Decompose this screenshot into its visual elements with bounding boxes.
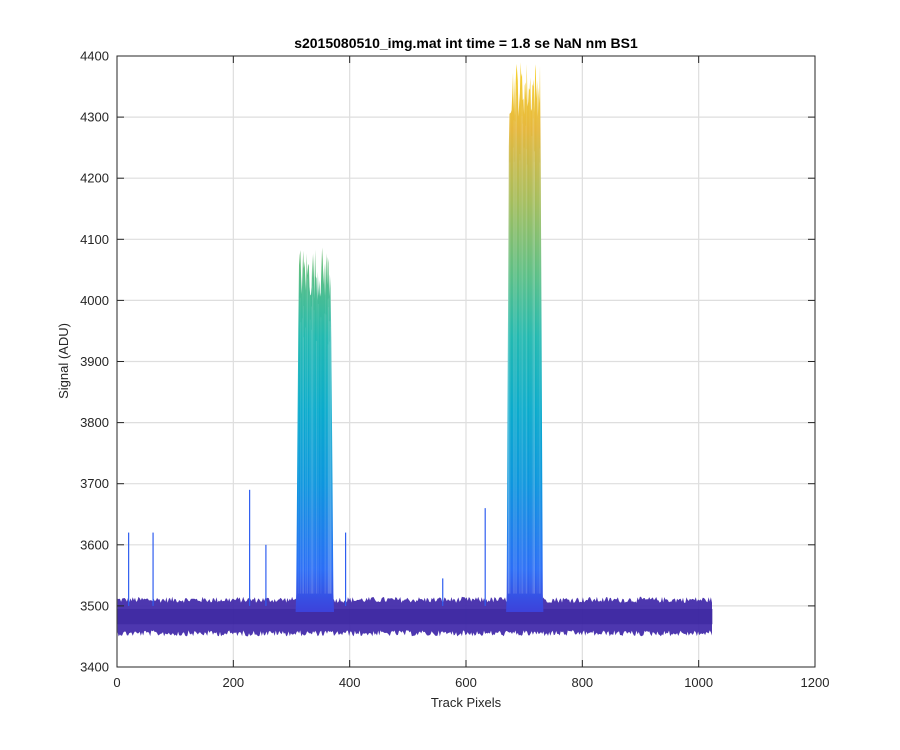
y-tick-label: 4100 xyxy=(80,232,109,247)
y-tick-label: 3700 xyxy=(80,476,109,491)
x-tick-label: 1000 xyxy=(684,675,713,690)
signal-peak xyxy=(506,62,544,612)
x-tick-label: 200 xyxy=(222,675,244,690)
x-tick-label: 1200 xyxy=(801,675,830,690)
x-axis-label: Track Pixels xyxy=(431,695,502,710)
x-tick-label: 400 xyxy=(339,675,361,690)
y-tick-label: 3800 xyxy=(80,415,109,430)
x-tick-label: 600 xyxy=(455,675,477,690)
grid-lines xyxy=(117,56,815,667)
y-tick-label: 4200 xyxy=(80,171,109,186)
chart-title: s2015080510_img.mat int time = 1.8 se Na… xyxy=(294,35,638,51)
y-tick-label: 4300 xyxy=(80,110,109,125)
x-tick-label: 0 xyxy=(113,675,120,690)
y-tick-label: 3500 xyxy=(80,598,109,613)
y-tick-label: 4000 xyxy=(80,293,109,308)
axis-ticks: 0 200 400 600 800 1000 1200 3400 3500 3600 3700 380… xyxy=(80,49,829,691)
y-axis-label: Signal (ADU) xyxy=(56,323,71,399)
signal-peak xyxy=(295,247,334,612)
x-tick-label: 800 xyxy=(571,675,593,690)
y-tick-label: 3900 xyxy=(80,354,109,369)
data-layer xyxy=(117,62,713,637)
baseline-core xyxy=(117,608,713,625)
y-tick-label: 4400 xyxy=(80,49,109,64)
y-tick-label: 3600 xyxy=(80,537,109,552)
y-tick-label: 3400 xyxy=(80,660,109,675)
